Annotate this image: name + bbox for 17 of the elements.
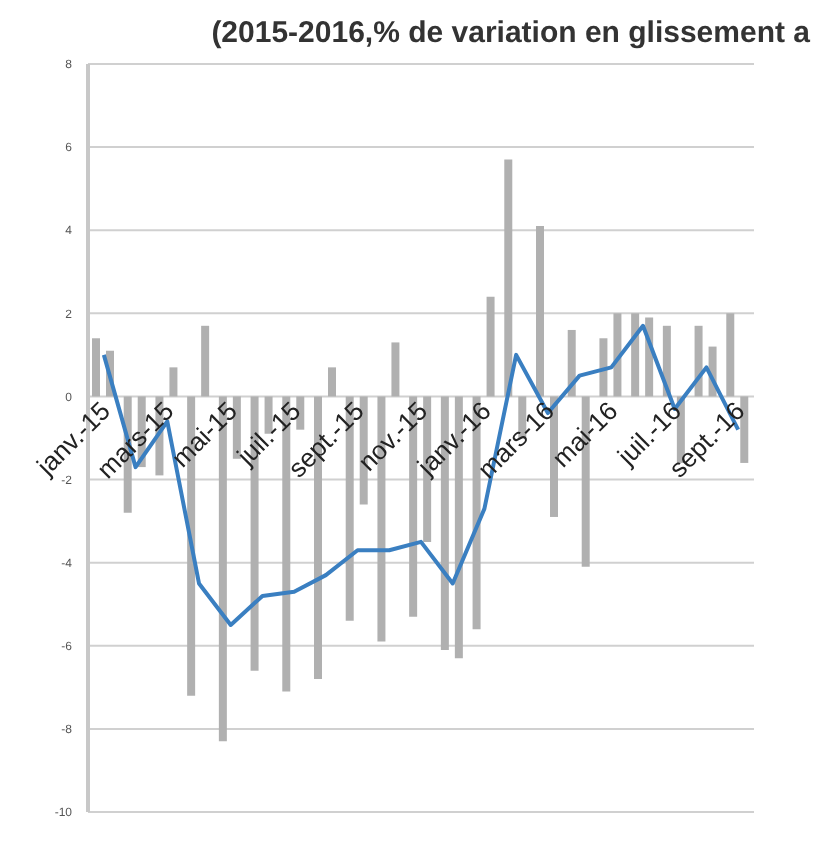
bar <box>486 296 495 397</box>
bar <box>726 313 735 397</box>
bar <box>631 313 640 397</box>
bar <box>536 226 544 397</box>
chart-title: (2015-2016,% de variation en glissement a <box>209 16 812 52</box>
bar <box>169 367 178 397</box>
bar <box>567 329 576 397</box>
bar <box>599 338 608 397</box>
bar <box>92 338 100 397</box>
bar <box>740 396 749 463</box>
bar <box>504 159 513 397</box>
bar <box>550 396 558 517</box>
bar <box>391 342 400 397</box>
bar <box>201 325 210 397</box>
bar <box>328 367 336 397</box>
bar <box>613 313 622 397</box>
bar <box>694 325 703 397</box>
